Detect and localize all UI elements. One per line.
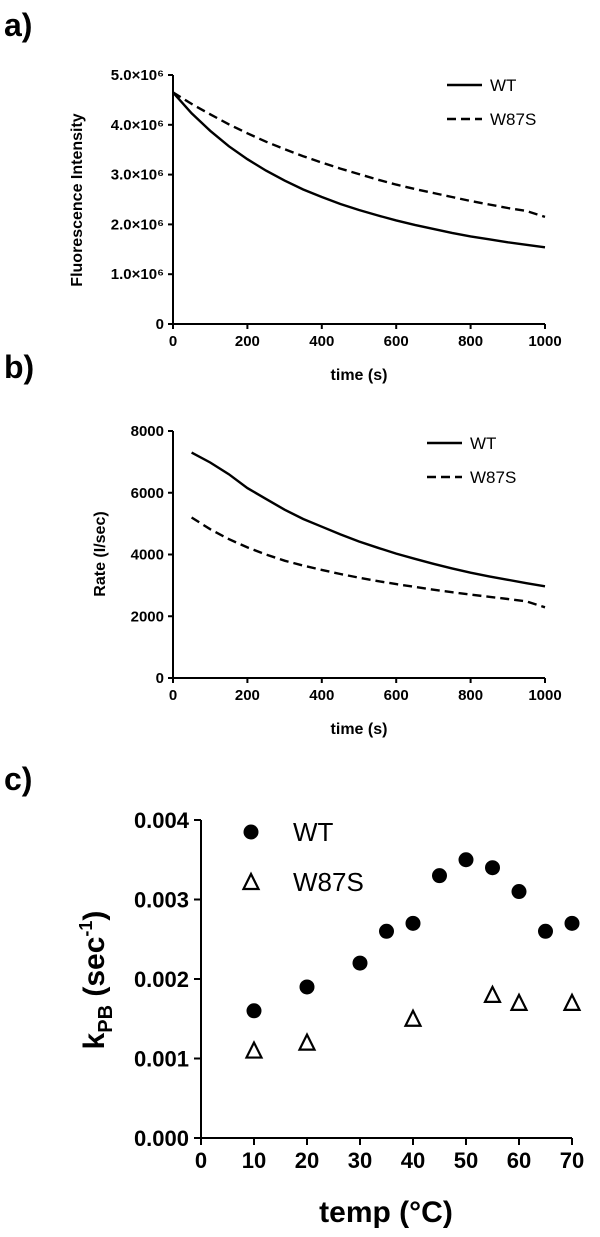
chart-c-kpb: 0.000 0.001 0.002 0.003 0.004 0 10 20 30 40 50 60 70… — [134, 808, 584, 1173]
series-line-w87s — [172, 91, 546, 219]
x-tick-label: 400 — [309, 333, 334, 350]
y-tick-label: 4.0×10⁶ — [111, 117, 164, 134]
data-point-wt — [246, 1003, 262, 1019]
chart-c-ylabel-end: ) — [78, 911, 111, 921]
data-point-wt — [458, 852, 474, 868]
x-tick-label: 20 — [295, 1148, 319, 1173]
y-tick-label: 4000 — [131, 547, 164, 564]
y-tick-label: 1.0×10⁶ — [111, 266, 164, 283]
y-tick-label: 6000 — [131, 485, 164, 502]
y-tick-label: 2000 — [131, 608, 164, 625]
data-point-wt — [379, 923, 394, 939]
y-tick-label: 0 — [156, 670, 164, 687]
data-point-wt — [299, 979, 315, 995]
x-tick-label: 1000 — [528, 333, 561, 350]
x-tick-label: 0 — [195, 1148, 207, 1173]
x-tick-label: 600 — [384, 333, 409, 350]
y-tick-label: 5.0×10⁶ — [111, 67, 164, 84]
y-tick-label: 0.001 — [134, 1047, 189, 1072]
data-point-w87s — [483, 984, 502, 1004]
x-tick-label: 0 — [169, 687, 177, 704]
panel-label-a: a) — [4, 7, 32, 43]
x-tick-label: 600 — [384, 687, 409, 704]
data-point-wt — [485, 860, 500, 876]
series-line-wt — [172, 91, 546, 249]
x-tick-label: 50 — [454, 1148, 478, 1173]
chart-c-ylabel-sub: PB — [95, 1005, 117, 1033]
chart-a-xlabel: time (s) — [331, 367, 388, 384]
chart-c-ylabel-sup: -1 — [76, 921, 96, 937]
data-point-wt — [432, 868, 447, 884]
y-tick-label: 3.0×10⁶ — [111, 167, 164, 184]
chart-b-rate: 0 2000 4000 6000 8000 0 200 400 600 800 1000 WT W87S — [131, 423, 562, 704]
x-tick-label: 60 — [507, 1148, 531, 1173]
legend-label-w87s: W87S — [293, 867, 364, 897]
legend-label-wt: WT — [293, 817, 334, 847]
legend-label-w87s: W87S — [470, 468, 516, 487]
y-tick-label: 0.003 — [134, 888, 189, 913]
legend-marker-w87s — [241, 871, 261, 891]
data-point-wt — [564, 915, 580, 931]
data-point-wt — [538, 923, 553, 939]
y-tick-label: 2.0×10⁶ — [111, 216, 164, 233]
y-tick-label: 0 — [156, 316, 164, 333]
x-tick-label: 800 — [458, 333, 483, 350]
x-tick-label: 400 — [309, 687, 334, 704]
data-point-w87s — [244, 1040, 264, 1059]
data-point-wt — [511, 884, 527, 900]
chart-c-ylabel-main: k — [78, 1032, 111, 1049]
legend-label-w87s: W87S — [490, 110, 536, 129]
y-tick-label: 0.004 — [134, 808, 190, 833]
series-line-wt — [191, 451, 546, 588]
x-tick-label: 0 — [169, 333, 177, 350]
series-line-w87s — [190, 516, 546, 609]
data-point-wt — [352, 955, 368, 971]
x-tick-label: 1000 — [528, 687, 561, 704]
panel-label-b: b) — [4, 349, 34, 385]
chart-a-ylabel: Fluorescence Intensity — [69, 113, 86, 286]
x-tick-label: 30 — [348, 1148, 372, 1173]
legend-label-wt: WT — [490, 76, 516, 95]
chart-b-xlabel: time (s) — [331, 721, 388, 738]
chart-a-fluorescence: 0 1.0×10⁶ 2.0×10⁶ 3.0×10⁶ 4.0×10⁶ 5.0×10⁶ 0 200… — [111, 67, 562, 350]
chart-b-ylabel: Rate (I/sec) — [92, 511, 109, 596]
legend-marker-wt — [243, 824, 259, 840]
chart-c-ylabel: kPB (sec-1) — [76, 911, 117, 1050]
y-tick-label: 0.002 — [134, 967, 189, 992]
y-tick-label: 8000 — [131, 423, 164, 440]
x-tick-label: 10 — [242, 1148, 266, 1173]
x-tick-label: 70 — [560, 1148, 584, 1173]
chart-c-ylabel-unit: (sec — [78, 937, 111, 1005]
panel-label-c: c) — [4, 761, 32, 797]
x-tick-label: 800 — [458, 687, 483, 704]
chart-c-xlabel: temp (°C) — [319, 1196, 453, 1229]
data-point-w87s — [297, 1032, 317, 1051]
data-point-wt — [405, 915, 421, 931]
x-tick-label: 40 — [401, 1148, 425, 1173]
data-point-w87s — [562, 992, 582, 1011]
x-tick-label: 200 — [235, 687, 260, 704]
data-point-w87s — [403, 1008, 423, 1027]
y-tick-label: 0.000 — [134, 1126, 189, 1151]
legend-label-wt: WT — [470, 434, 496, 453]
data-point-w87s — [509, 992, 529, 1011]
x-tick-label: 200 — [235, 333, 260, 350]
